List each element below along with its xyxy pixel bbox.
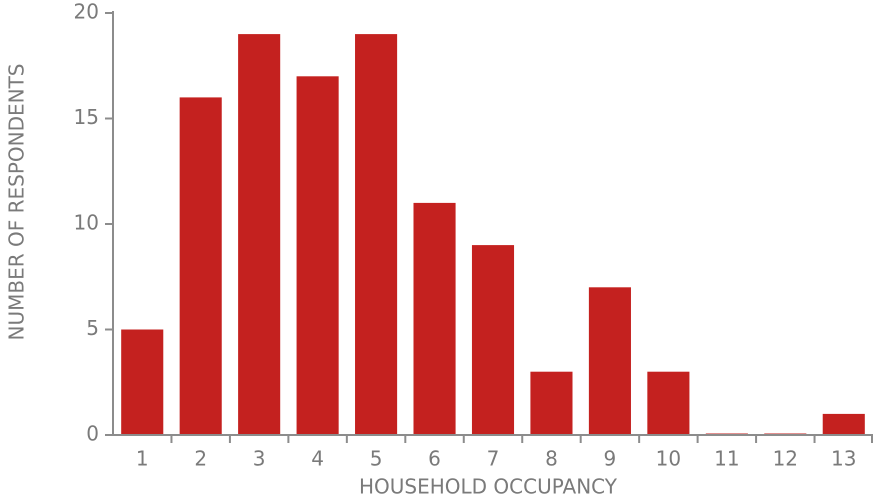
x-tick-label: 11 <box>714 447 739 471</box>
x-tick-label: 9 <box>604 447 617 471</box>
y-tick-label: 5 <box>86 316 99 340</box>
x-tick-label: 4 <box>311 447 324 471</box>
x-tick-label: 1 <box>136 447 149 471</box>
x-axis-title: HOUSEHOLD OCCUPANCY <box>359 475 618 497</box>
bar <box>238 34 281 435</box>
y-tick-label: 20 <box>74 0 99 24</box>
bar <box>355 34 398 435</box>
bar <box>413 202 456 435</box>
y-tick-label: 0 <box>86 422 99 446</box>
x-tick-label: 6 <box>428 447 441 471</box>
x-tick-label: 2 <box>194 447 207 471</box>
x-tick-label: 5 <box>370 447 383 471</box>
bar <box>296 76 339 436</box>
bar <box>822 413 865 435</box>
y-tick-label: 10 <box>74 211 99 235</box>
x-tick-label: 10 <box>656 447 681 471</box>
x-tick-label: 13 <box>831 447 856 471</box>
bar <box>588 287 631 435</box>
bar <box>121 329 164 435</box>
bar <box>647 371 690 435</box>
x-tick-label: 7 <box>487 447 500 471</box>
x-tick-label: 12 <box>773 447 798 471</box>
y-tick-label: 15 <box>74 105 99 129</box>
x-tick-label: 8 <box>545 447 558 471</box>
bar <box>471 245 515 435</box>
bar <box>530 371 573 435</box>
x-tick-label: 3 <box>253 447 266 471</box>
bar <box>179 97 222 436</box>
y-axis-title: NUMBER OF RESPONDENTS <box>5 64 29 341</box>
